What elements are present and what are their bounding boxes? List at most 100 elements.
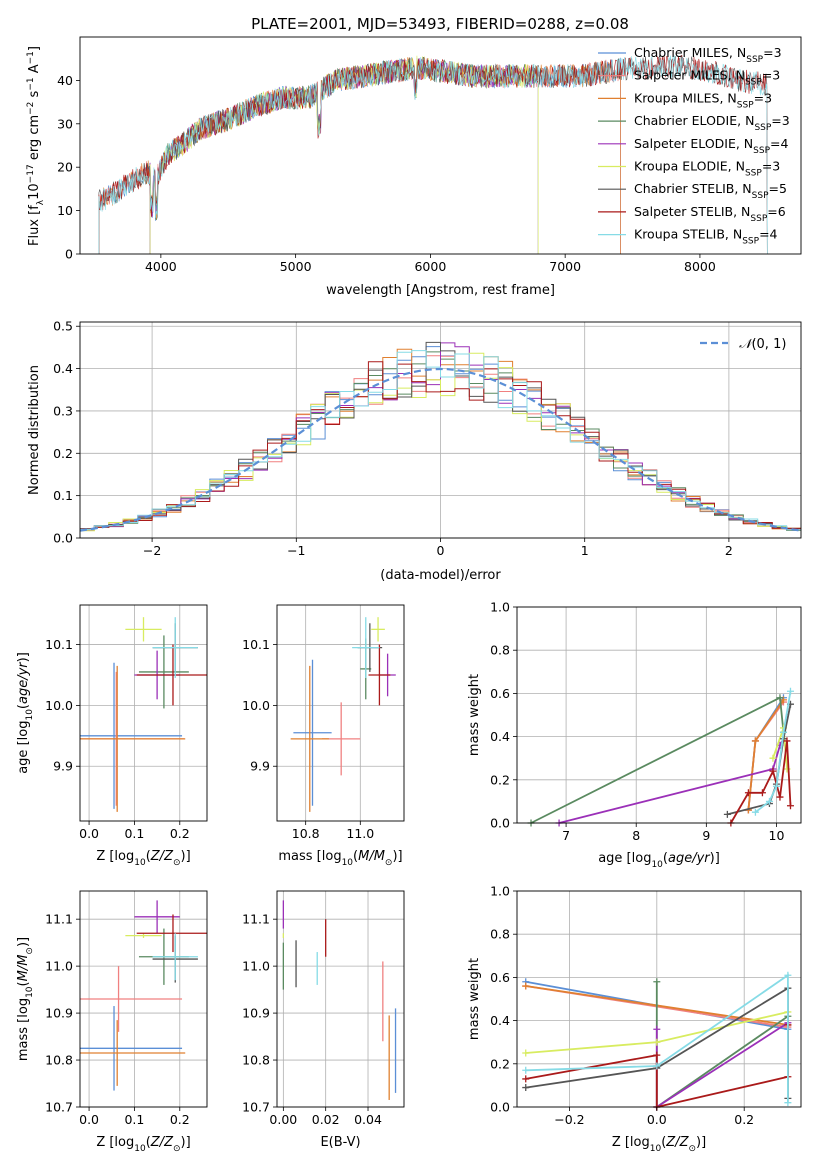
legend-entry: Chabrier ELODIE, NSSP=3 — [634, 113, 790, 133]
weight-marker — [653, 978, 661, 986]
y-axis-label: mass weight — [467, 674, 482, 756]
x-tick-label: 0.1 — [124, 826, 144, 841]
weight-vs-metallicity-panel: −0.2 0.0 0.2 0.0 0.2 0.4 0.6 0.8 1.0 Z [log10(Z/Z… — [467, 884, 802, 1154]
mass-vs-ebv-panel: 0.00 0.02 0.04 10.7 10.8 10.9 11.0 11.1 E(B-V) — [242, 890, 405, 1150]
weight-marker — [653, 1038, 661, 1046]
weight-marker — [653, 1062, 661, 1070]
y-tick-label: 10.7 — [45, 1100, 73, 1115]
y-tick-label: 0.4 — [53, 361, 73, 376]
x-tick-label: 0.2 — [170, 1112, 190, 1127]
y-tick-label: 10.9 — [242, 1006, 270, 1021]
y-tick-label: 0.1 — [53, 488, 73, 503]
error-bars — [80, 900, 207, 1091]
legend-entry: Salpeter STELIB, NSSP=6 — [634, 204, 786, 224]
x-tick-label: 10 — [769, 828, 785, 843]
axes-frame — [79, 604, 208, 822]
x-tick-label: 8000 — [684, 259, 716, 274]
y-tick-label: 30 — [57, 116, 73, 131]
y-tick-label: 1.0 — [490, 600, 510, 615]
x-tick-label: −0.2 — [554, 1112, 584, 1127]
axes-frame — [516, 606, 802, 824]
y-tick-label: 9.9 — [250, 759, 270, 774]
weight-marker — [779, 728, 787, 736]
x-tick-label: 5000 — [280, 259, 312, 274]
weight-marker — [751, 737, 759, 745]
weight-line-chabrier-elodie — [530, 696, 785, 824]
error-bars — [80, 617, 207, 812]
x-axis-label: age [log10(age/yr)] — [598, 851, 720, 870]
y-tick-label: 0.6 — [490, 970, 510, 985]
y-tick-label: 11.0 — [45, 959, 73, 974]
weight-marker — [786, 802, 794, 810]
y-tick-label: 10.0 — [45, 698, 73, 713]
weight-marker — [784, 971, 792, 979]
weight-marker — [744, 789, 752, 797]
y-tick-label: 0.5 — [53, 319, 73, 334]
weight-vs-age-panel: 7 8 9 10 0.0 0.2 0.4 0.6 0.8 1.0 age [log10(age/yr… — [467, 600, 802, 870]
y-tick-label: 0.6 — [490, 686, 510, 701]
y-tick-label: 11.1 — [242, 912, 270, 927]
weight-series — [527, 687, 794, 827]
spectrum-panel: 4000 5000 6000 7000 8000 0 10 20 30 40 wavelength … — [26, 36, 802, 298]
legend-entry: Salpeter ELODIE, NSSP=4 — [634, 136, 789, 156]
weight-marker — [783, 737, 791, 745]
y-tick-label: 0.8 — [490, 643, 510, 658]
y-tick-label: 10.0 — [242, 698, 270, 713]
y-axis-label: age [log10(age/yr)] — [16, 652, 35, 774]
spectrum-series-chabrier-stelib — [98, 55, 768, 254]
weight-marker — [772, 782, 780, 790]
histogram-kroupa-elodie — [80, 352, 801, 532]
y-tick-label: 11.0 — [242, 959, 270, 974]
x-tick-label: 10.8 — [292, 826, 320, 841]
weight-line-salpeter-elodie — [655, 1022, 789, 1109]
figure-title: PLATE=2001, MJD=53493, FIBERID=0288, z=0… — [251, 15, 629, 33]
y-tick-label: 10.9 — [45, 1006, 73, 1021]
x-tick-label: 1 — [581, 543, 589, 558]
x-tick-label: 0.2 — [170, 826, 190, 841]
legend: Chabrier MILES, NSSP=3 Salpeter MILES, NS… — [598, 45, 790, 247]
axes-frame — [276, 890, 405, 1108]
spectrum-series-salpeter-stelib — [98, 55, 768, 254]
y-tick-label: 10.1 — [45, 637, 73, 652]
histograms — [80, 341, 801, 532]
x-tick-label: 8 — [632, 828, 640, 843]
weight-line-chabrier-stelib — [727, 704, 792, 816]
y-tick-label: 9.9 — [53, 759, 73, 774]
y-axis-label: mass [log10(M/M⊙)] — [16, 937, 35, 1061]
weight-series — [522, 971, 792, 1111]
x-axis-label: Z [log10(Z/Z⊙)] — [96, 1135, 190, 1154]
x-tick-label: 0.2 — [734, 1112, 754, 1127]
x-tick-label: 9 — [702, 828, 710, 843]
spectrum-lines — [98, 55, 768, 254]
x-tick-label: 4000 — [145, 259, 177, 274]
y-tick-label: 0.0 — [490, 816, 510, 831]
spectrum-series-chabrier-elodie — [149, 57, 539, 254]
y-tick-label: 0.4 — [490, 1013, 510, 1028]
y-tick-label: 0.2 — [53, 446, 73, 461]
legend-entry: Kroupa MILES, NSSP=3 — [634, 90, 772, 110]
weight-marker — [522, 1084, 530, 1092]
axes-frame — [276, 604, 405, 822]
y-tick-label: 0.2 — [490, 772, 510, 787]
age-vs-mass-panel: 10.8 11.0 9.9 10.0 10.1 mass [log10(M/M⊙)] — [242, 604, 405, 868]
weight-marker — [522, 982, 530, 990]
y-tick-label: 10 — [57, 203, 73, 218]
x-axis-label: Z [log10(Z/Z⊙)] — [96, 849, 190, 868]
weight-marker — [522, 1075, 530, 1083]
y-tick-label: 0.2 — [490, 1056, 510, 1071]
weight-marker — [653, 1051, 661, 1059]
legend-entry: Chabrier STELIB, NSSP=5 — [634, 181, 787, 201]
x-tick-label: 2 — [725, 543, 733, 558]
mass-vs-metallicity-panel: 0.0 0.1 0.2 10.7 10.8 10.9 11.0 11.1 Z [log10(Z/… — [16, 890, 208, 1154]
weight-marker — [776, 694, 784, 702]
x-tick-label: −2 — [143, 543, 161, 558]
spectrum-series-kroupa-elodie — [149, 55, 539, 254]
weight-marker — [776, 793, 784, 801]
legend-entry: Kroupa ELODIE, NSSP=3 — [634, 159, 780, 179]
y-tick-label: 0.3 — [53, 403, 73, 418]
axes-frame — [79, 36, 802, 255]
y-tick-label: 11.1 — [45, 912, 73, 927]
x-tick-label: 0.0 — [79, 1112, 99, 1127]
axes-frame — [79, 890, 208, 1108]
